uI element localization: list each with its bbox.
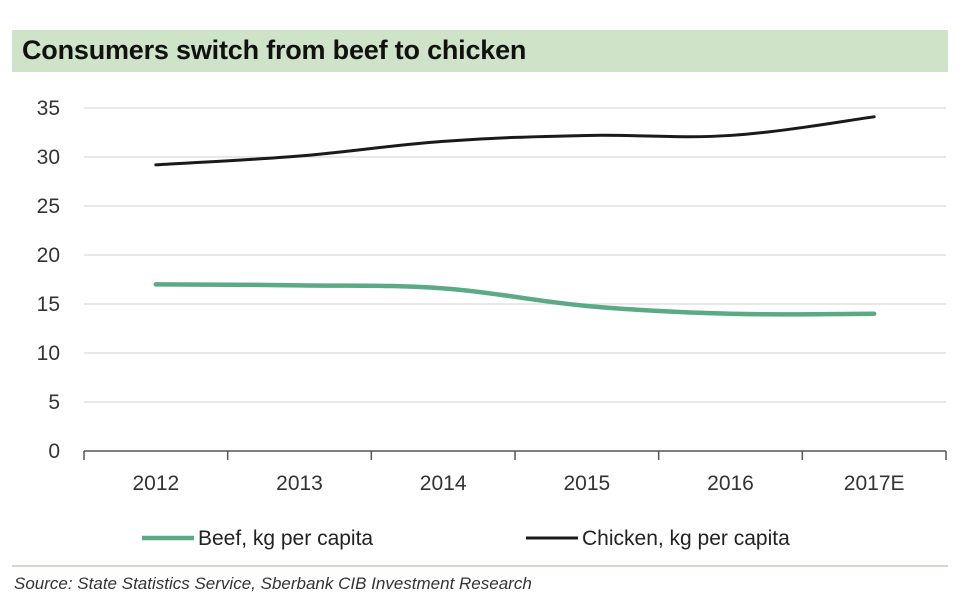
x-tick-label: 2016 — [707, 472, 754, 495]
chart-title: Consumers switch from beef to chicken — [22, 35, 527, 65]
source-note: Source: State Statistics Service, Sberba… — [14, 574, 532, 593]
series-line-1 — [154, 115, 876, 167]
y-tick-label: 5 — [48, 391, 60, 414]
legend-label-0: Beef, kg per capita — [198, 527, 373, 550]
y-tick-label: 25 — [37, 195, 60, 218]
series-line-0 — [153, 282, 877, 317]
x-tick-label: 2013 — [276, 472, 323, 495]
x-tick-label: 2015 — [563, 472, 610, 495]
y-tick-label: 35 — [37, 97, 60, 120]
y-tick-label: 10 — [37, 342, 60, 365]
x-tick-label: 2014 — [420, 472, 467, 495]
chart-title-bar: Consumers switch from beef to chicken — [12, 30, 948, 72]
x-tick-label: 2012 — [132, 472, 179, 495]
bottom-divider — [12, 565, 948, 567]
legend-label-1: Chicken, kg per capita — [582, 527, 790, 550]
y-tick-label: 30 — [37, 146, 60, 169]
y-tick-label: 15 — [37, 293, 60, 316]
y-tick-label: 0 — [48, 440, 60, 463]
y-tick-label: 20 — [37, 244, 60, 267]
x-tick-label: 2017E — [844, 472, 905, 495]
line-chart: 0 5 10 15 20 25 30 35 2012 2013 2014 2015 2016 2017E B… — [37, 97, 947, 550]
